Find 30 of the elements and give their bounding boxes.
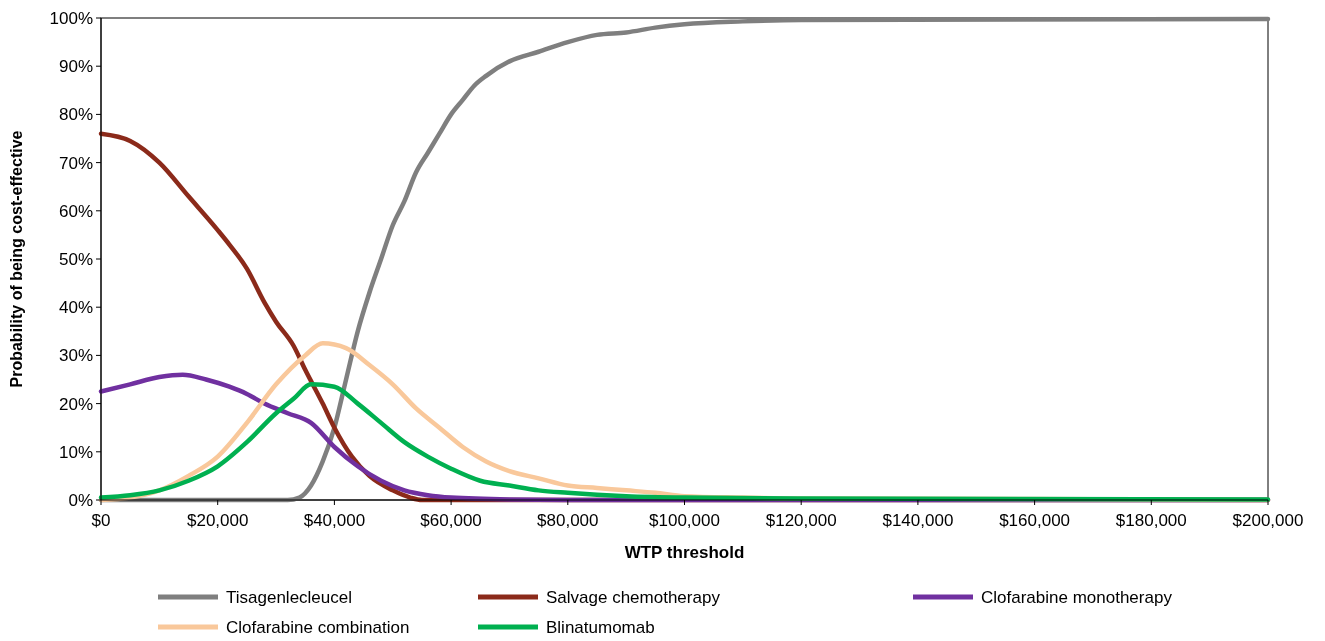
y-tick-label: 40% <box>58 298 93 318</box>
x-tick-label: $60,000 <box>420 511 482 530</box>
y-tick-label: 50% <box>58 249 93 269</box>
x-tick-label: $160,000 <box>999 511 1071 530</box>
x-tick-label: $180,000 <box>1115 511 1187 530</box>
y-axis-title: Probability of being cost-effective <box>8 130 25 388</box>
x-tick-label: $100,000 <box>649 511 720 530</box>
x-tick-label: $40,000 <box>303 511 366 530</box>
legend-label: Blinatumomab <box>546 617 655 637</box>
y-tick-label: 100% <box>49 8 93 28</box>
x-axis-title: WTP threshold <box>624 543 745 562</box>
y-tick-label: 90% <box>58 57 93 77</box>
legend-label: Salvage chemotherapy <box>546 587 721 607</box>
y-tick-label: 0% <box>68 490 93 510</box>
legend-label: Tisagenlecleucel <box>226 587 352 607</box>
x-tick-label: $120,000 <box>765 511 837 530</box>
x-tick-label: $140,000 <box>882 511 954 530</box>
legend-label: Clofarabine monotherapy <box>981 587 1173 607</box>
y-tick-label: 60% <box>58 201 93 221</box>
x-tick-label: $0 <box>91 511 111 530</box>
line-series <box>98 16 1271 503</box>
x-tick-label: $20,000 <box>186 511 249 530</box>
y-tick-label: 10% <box>58 442 93 462</box>
x-tick-label: $200,000 <box>1232 511 1304 530</box>
y-tick-label: 70% <box>58 153 93 173</box>
y-tick-label: 30% <box>58 346 93 366</box>
x-tick-label: $80,000 <box>537 511 599 530</box>
y-tick-label: 80% <box>58 105 93 125</box>
legend-label: Clofarabine combination <box>226 617 410 637</box>
y-tick-label: 20% <box>58 394 93 414</box>
